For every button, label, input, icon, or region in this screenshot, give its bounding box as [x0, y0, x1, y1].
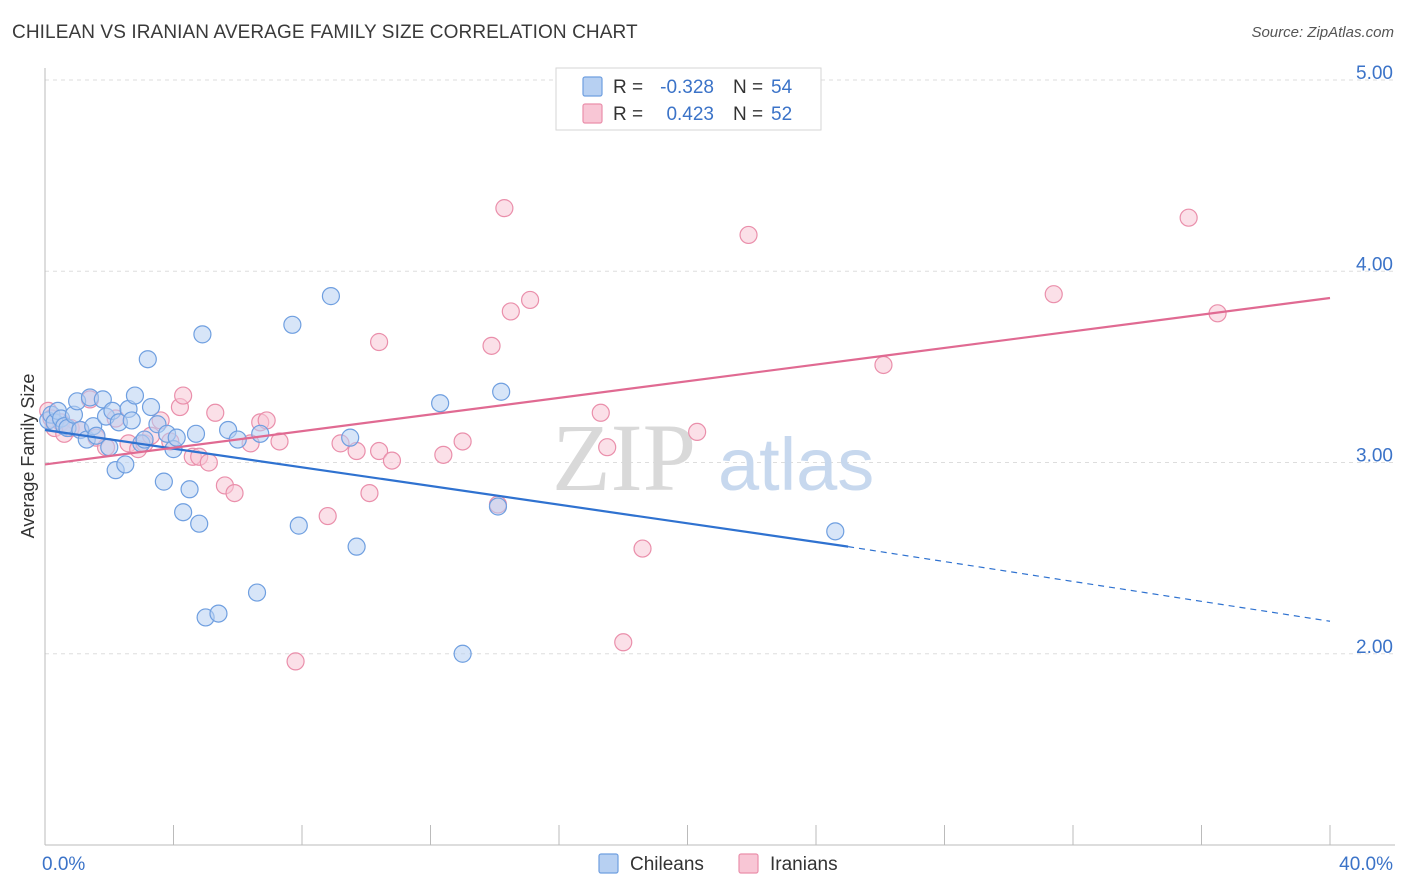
iranian-point [174, 386, 193, 405]
iranian-point [482, 336, 501, 355]
legend-bottom-swatch-iranians [738, 853, 759, 874]
chilean-point [347, 537, 366, 556]
legend-bottom-label-chileans: Chileans [630, 854, 704, 875]
x-tick-labels: 0.0% 40.0% [42, 854, 1393, 875]
legend-top: R = -0.328 N = 54 R = 0.423 N = 52 [555, 67, 822, 131]
legend-n-label-iranians: N = [733, 104, 763, 125]
chilean-point [125, 386, 145, 405]
iranian-point [739, 225, 758, 245]
iranian-point [225, 484, 244, 503]
iranian-point [520, 290, 540, 310]
watermark-atlas: atlas [718, 423, 874, 506]
y-tick-label: 4.00 [1356, 254, 1393, 275]
iranian-point [318, 506, 337, 526]
iranian-point [360, 484, 379, 503]
iranian-point [453, 432, 472, 451]
chilean-point [186, 424, 206, 443]
iranian-point [434, 445, 453, 464]
grid-lines [45, 79, 1395, 655]
chilean-point [321, 287, 341, 306]
chilean-point [826, 522, 845, 541]
legend-n-value-chileans: 54 [771, 77, 793, 98]
iranian-point [633, 539, 652, 558]
iranian-point [598, 438, 617, 457]
chilean-point [167, 428, 186, 447]
iranian-point [1179, 208, 1198, 227]
y-tick-labels: 2.00 3.00 4.00 5.00 [1356, 63, 1393, 658]
iranian-point [206, 403, 225, 422]
iranian-point [199, 453, 218, 472]
iranian-point [501, 302, 520, 321]
iranian-point [874, 355, 893, 375]
chilean-point [492, 382, 511, 401]
chilean-point [431, 394, 450, 413]
iranian-point [495, 199, 514, 218]
watermark: ZIP atlas [552, 404, 874, 511]
chilean-point [190, 514, 209, 533]
legend-swatch-chileans [582, 76, 603, 97]
axes [44, 68, 1395, 846]
chilean-point [174, 503, 193, 522]
watermark-zip: ZIP [552, 404, 696, 511]
chilean-point [283, 315, 302, 334]
chilean-point [180, 480, 199, 499]
chileans-trend-line [44, 428, 849, 548]
legend-bottom-label-iranians: Iranians [770, 854, 838, 875]
chilean-point [154, 472, 173, 491]
chilean-point [289, 516, 308, 535]
iranian-point [1044, 285, 1063, 304]
legend-n-label-chileans: N = [733, 77, 763, 98]
legend-n-value-iranians: 52 [771, 104, 792, 125]
chart-title: CHILEAN VS IRANIAN AVERAGE FAMILY SIZE C… [12, 22, 638, 43]
legend-bottom-swatch-chileans [598, 853, 619, 874]
iranian-point [370, 332, 389, 352]
chilean-point [138, 350, 157, 369]
legend-r-value-chileans: -0.328 [660, 77, 714, 98]
y-tick-label: 2.00 [1356, 637, 1393, 658]
chileans-trend-extension [848, 546, 1331, 622]
iranian-point [286, 652, 305, 671]
chilean-point [341, 428, 360, 447]
chilean-point [488, 497, 508, 516]
chilean-point [122, 411, 141, 430]
iranian-point [591, 403, 610, 422]
chilean-point [209, 604, 228, 623]
x-tick-label: 0.0% [42, 854, 85, 875]
legend-r-label-chileans: R = [613, 77, 643, 98]
chilean-point [247, 583, 267, 602]
iranians-trend-line [44, 296, 1331, 466]
trend-lines [44, 296, 1331, 622]
chilean-point [141, 397, 161, 417]
x-tick-label: 40.0% [1339, 854, 1393, 875]
chilean-point [193, 325, 212, 344]
legend-swatch-iranians [582, 103, 603, 124]
legend-bottom: Chileans Iranians [598, 853, 838, 875]
iranian-point [382, 451, 402, 470]
chart-source: Source: ZipAtlas.com [1251, 24, 1394, 41]
iranian-point [688, 422, 707, 441]
y-tick-label: 3.00 [1356, 446, 1393, 467]
chilean-point [251, 424, 270, 443]
iranian-point [614, 633, 633, 652]
legend-r-label-iranians: R = [613, 104, 643, 125]
iranian-point [370, 441, 389, 461]
legend-r-value-iranians: 0.423 [666, 104, 714, 125]
y-axis-label: Average Family Size [18, 374, 38, 539]
y-tick-label: 5.00 [1356, 63, 1393, 84]
chilean-point [116, 455, 135, 474]
chilean-point [453, 644, 472, 663]
